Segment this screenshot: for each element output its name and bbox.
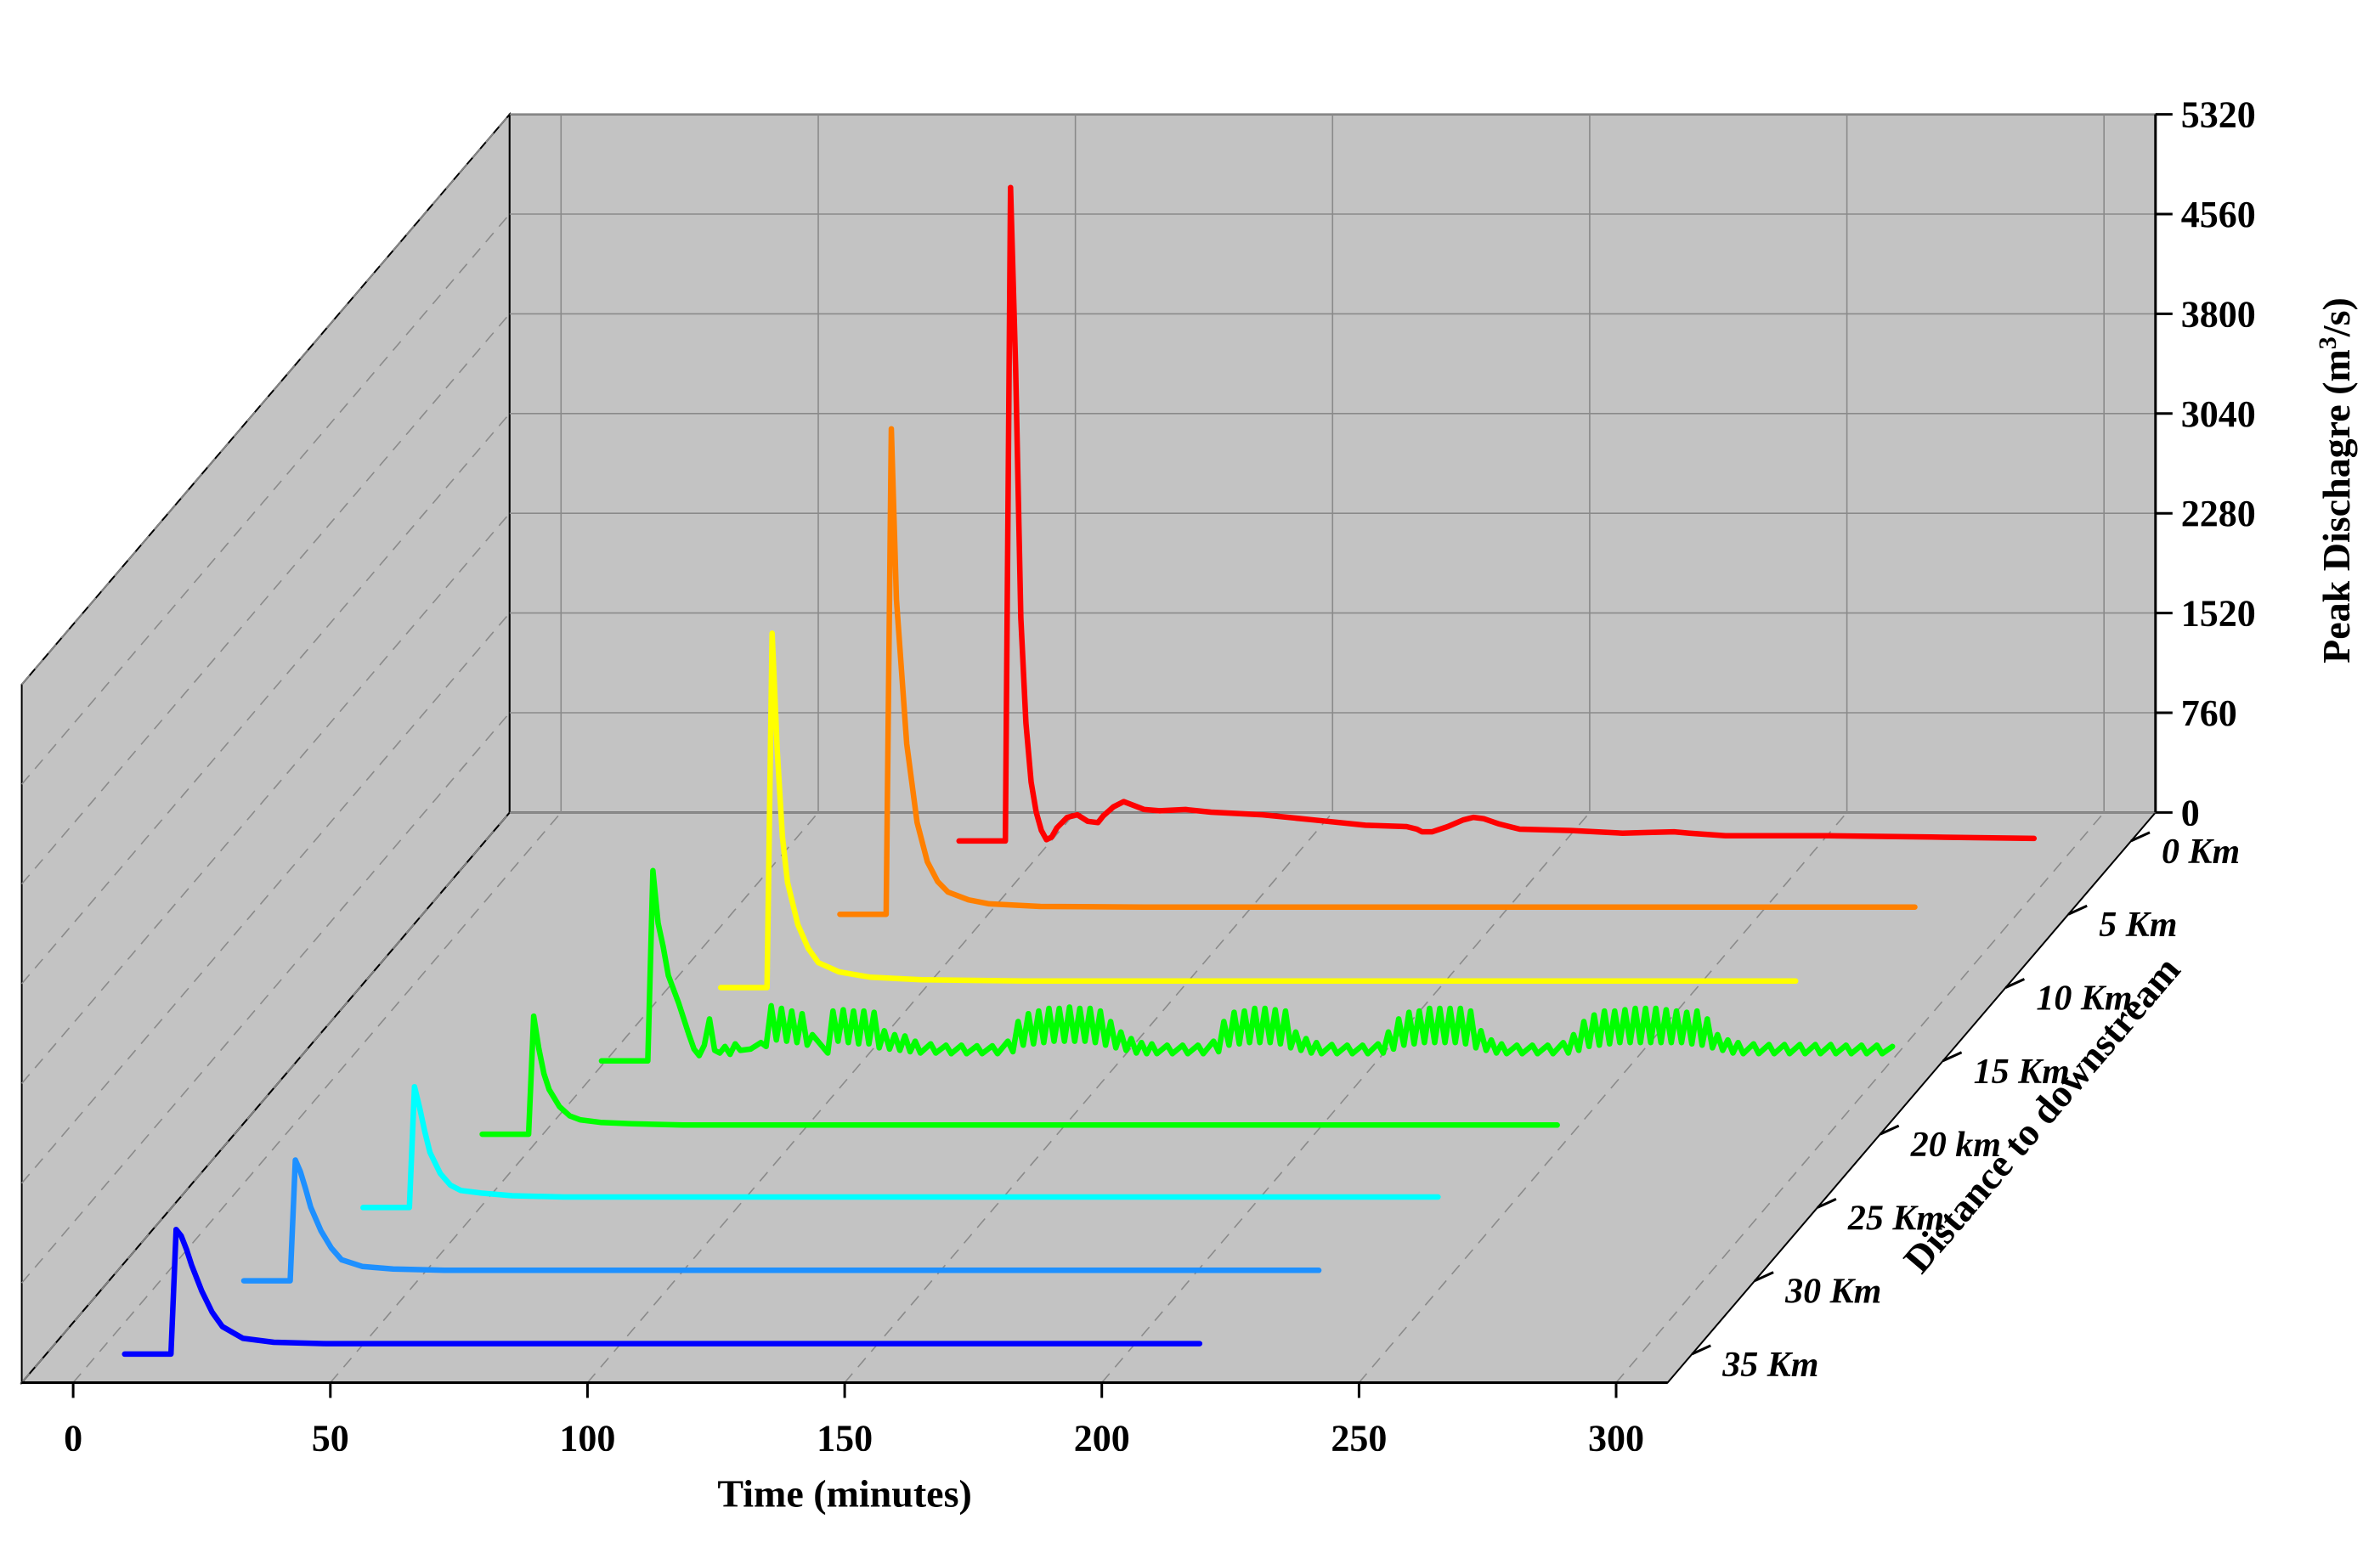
series-line-2: [717, 630, 1799, 991]
floor-grid-x: [1101, 811, 1591, 1384]
floor-grid-x: [330, 811, 819, 1384]
y-tick-label: 760: [2181, 692, 2237, 734]
floor-grid-x: [1615, 811, 2105, 1384]
side-grid-y: [20, 213, 511, 785]
depth-label: 5 Km: [2099, 906, 2177, 945]
x-tick-label: 250: [1331, 1418, 1387, 1460]
depth-label: 30 Km: [1784, 1273, 1881, 1312]
depth-tick-mark: [2004, 978, 2026, 989]
y-tick-label: 4560: [2181, 194, 2256, 235]
depth-label: 35 Km: [1721, 1346, 1818, 1385]
side-grid-y: [20, 413, 511, 985]
y-tick-label: 0: [2181, 792, 2200, 833]
x-tick-label: 100: [559, 1418, 615, 1460]
x-tick-label: 300: [1588, 1418, 1644, 1460]
floor-grid-x: [72, 811, 562, 1384]
side-grid-y: [20, 613, 511, 1184]
side-grid-y: [20, 114, 511, 686]
depth-label: 0 Km: [2162, 833, 2240, 872]
side-grid-y: [20, 313, 511, 885]
depth-tick-mark: [2067, 904, 2088, 916]
y-axis-title-sup: 3: [2314, 336, 2342, 349]
depth-tick-mark: [1691, 1344, 1711, 1356]
series-line-1: [837, 426, 1918, 918]
y-axis-title: Peak Dischagre (m3/s): [2314, 297, 2358, 663]
y-tick-label: 3040: [2181, 393, 2256, 435]
y-axis-title-main: Peak Dischagre (m: [2315, 349, 2358, 663]
floor-grid-x: [844, 811, 1333, 1384]
depth-tick-mark: [1880, 1124, 1900, 1136]
y-tick-label: 3800: [2181, 293, 2256, 335]
y-tick-label: 2280: [2181, 493, 2256, 534]
chart-walls: [20, 111, 2157, 1386]
chart-series: [122, 184, 2038, 1358]
side-grid-y: [20, 512, 511, 1084]
chart-axes: 0 50 100 150 200 250 300 0 760 1520 2280 3040 3800 45…: [21, 94, 2256, 1460]
depth-tick-mark: [1754, 1271, 1774, 1282]
side-grid-y: [20, 811, 511, 1384]
x-tick-label: 200: [1074, 1418, 1130, 1460]
depth-label: 10 Km: [2036, 980, 2132, 1019]
series-line-5: [360, 1083, 1441, 1211]
depth-label: 25 Km: [1847, 1199, 1944, 1238]
x-tick-label: 0: [64, 1418, 82, 1460]
series-line-4: [479, 1013, 1560, 1138]
depth-label: 20 km: [1910, 1126, 2001, 1165]
depth-label: 15 Km: [1974, 1053, 2070, 1092]
depth-tick-mark: [2130, 831, 2151, 843]
series-line-6: [240, 1157, 1322, 1284]
series-line-3: [598, 867, 1896, 1064]
x-tick-label: 150: [817, 1418, 873, 1460]
series-line-7: [122, 1226, 1203, 1358]
floor-grid-x: [586, 811, 1077, 1384]
depth-tick-mark: [1942, 1051, 1963, 1063]
x-axis-title: Time (minutes): [717, 1472, 971, 1516]
series-line-0: [956, 184, 2038, 844]
y-axis-title-tail: /s): [2315, 297, 2358, 337]
y-tick-label: 5320: [2181, 94, 2256, 136]
depth-tick-mark: [1817, 1198, 1837, 1209]
chart-gridlines: [20, 113, 2156, 1384]
y-tick-label: 1520: [2181, 593, 2256, 635]
side-grid-y: [20, 712, 511, 1284]
floor-grid-x: [1358, 811, 1848, 1384]
x-tick-label: 50: [312, 1418, 349, 1460]
